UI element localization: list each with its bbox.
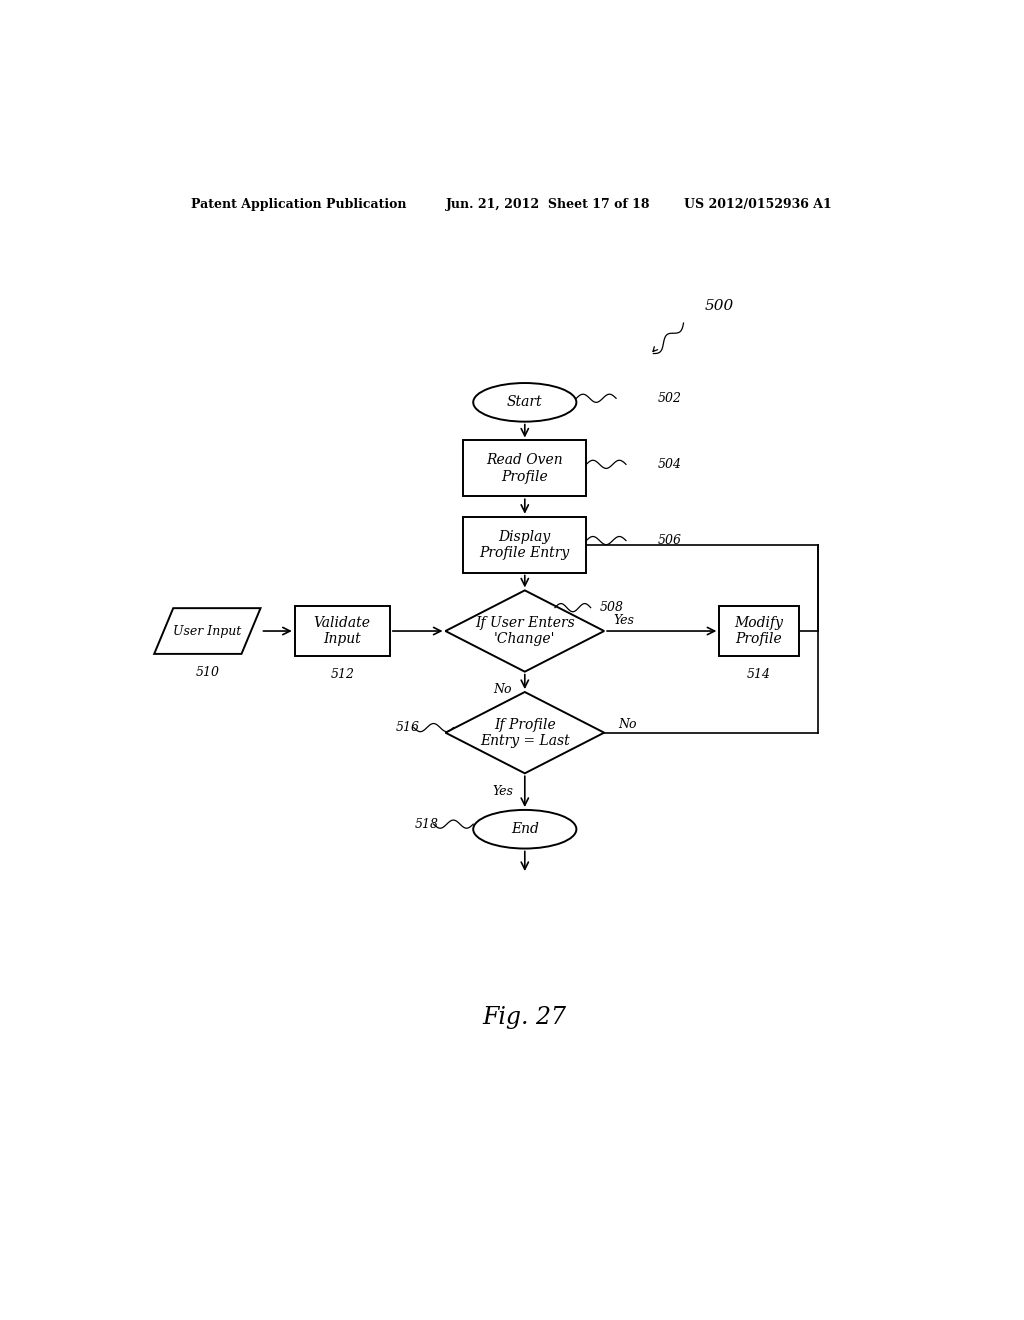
Text: End: End [511,822,539,837]
Polygon shape [445,590,604,672]
Text: 510: 510 [196,665,219,678]
Text: 514: 514 [746,668,771,681]
Text: No: No [494,684,512,697]
Text: 506: 506 [658,535,682,546]
Text: Yes: Yes [613,614,635,627]
Text: If User Enters
'Change': If User Enters 'Change' [475,616,574,645]
Text: 502: 502 [658,392,682,405]
Text: No: No [618,718,637,731]
Ellipse shape [473,810,577,849]
Text: Modify
Profile: Modify Profile [734,616,783,645]
Text: Validate
Input: Validate Input [313,616,371,645]
FancyBboxPatch shape [295,606,390,656]
Text: Read Oven
Profile: Read Oven Profile [486,453,563,483]
Text: Jun. 21, 2012  Sheet 17 of 18: Jun. 21, 2012 Sheet 17 of 18 [445,198,650,211]
FancyBboxPatch shape [719,606,799,656]
Text: Start: Start [507,395,543,409]
Text: 518: 518 [415,817,439,830]
Text: 516: 516 [395,721,420,734]
Text: 508: 508 [600,601,625,614]
Text: 512: 512 [331,668,354,681]
Text: 500: 500 [705,298,734,313]
Text: Fig. 27: Fig. 27 [482,1006,567,1028]
Text: 504: 504 [658,458,682,471]
Polygon shape [155,609,260,653]
Polygon shape [445,692,604,774]
Ellipse shape [473,383,577,421]
Text: US 2012/0152936 A1: US 2012/0152936 A1 [684,198,831,211]
Text: If Profile
Entry = Last: If Profile Entry = Last [480,718,569,747]
Text: Display
Profile Entry: Display Profile Entry [479,529,570,560]
Text: Yes: Yes [493,785,513,799]
Text: User Input: User Input [173,624,242,638]
FancyBboxPatch shape [463,441,587,496]
FancyBboxPatch shape [463,516,587,573]
Text: Patent Application Publication: Patent Application Publication [191,198,407,211]
